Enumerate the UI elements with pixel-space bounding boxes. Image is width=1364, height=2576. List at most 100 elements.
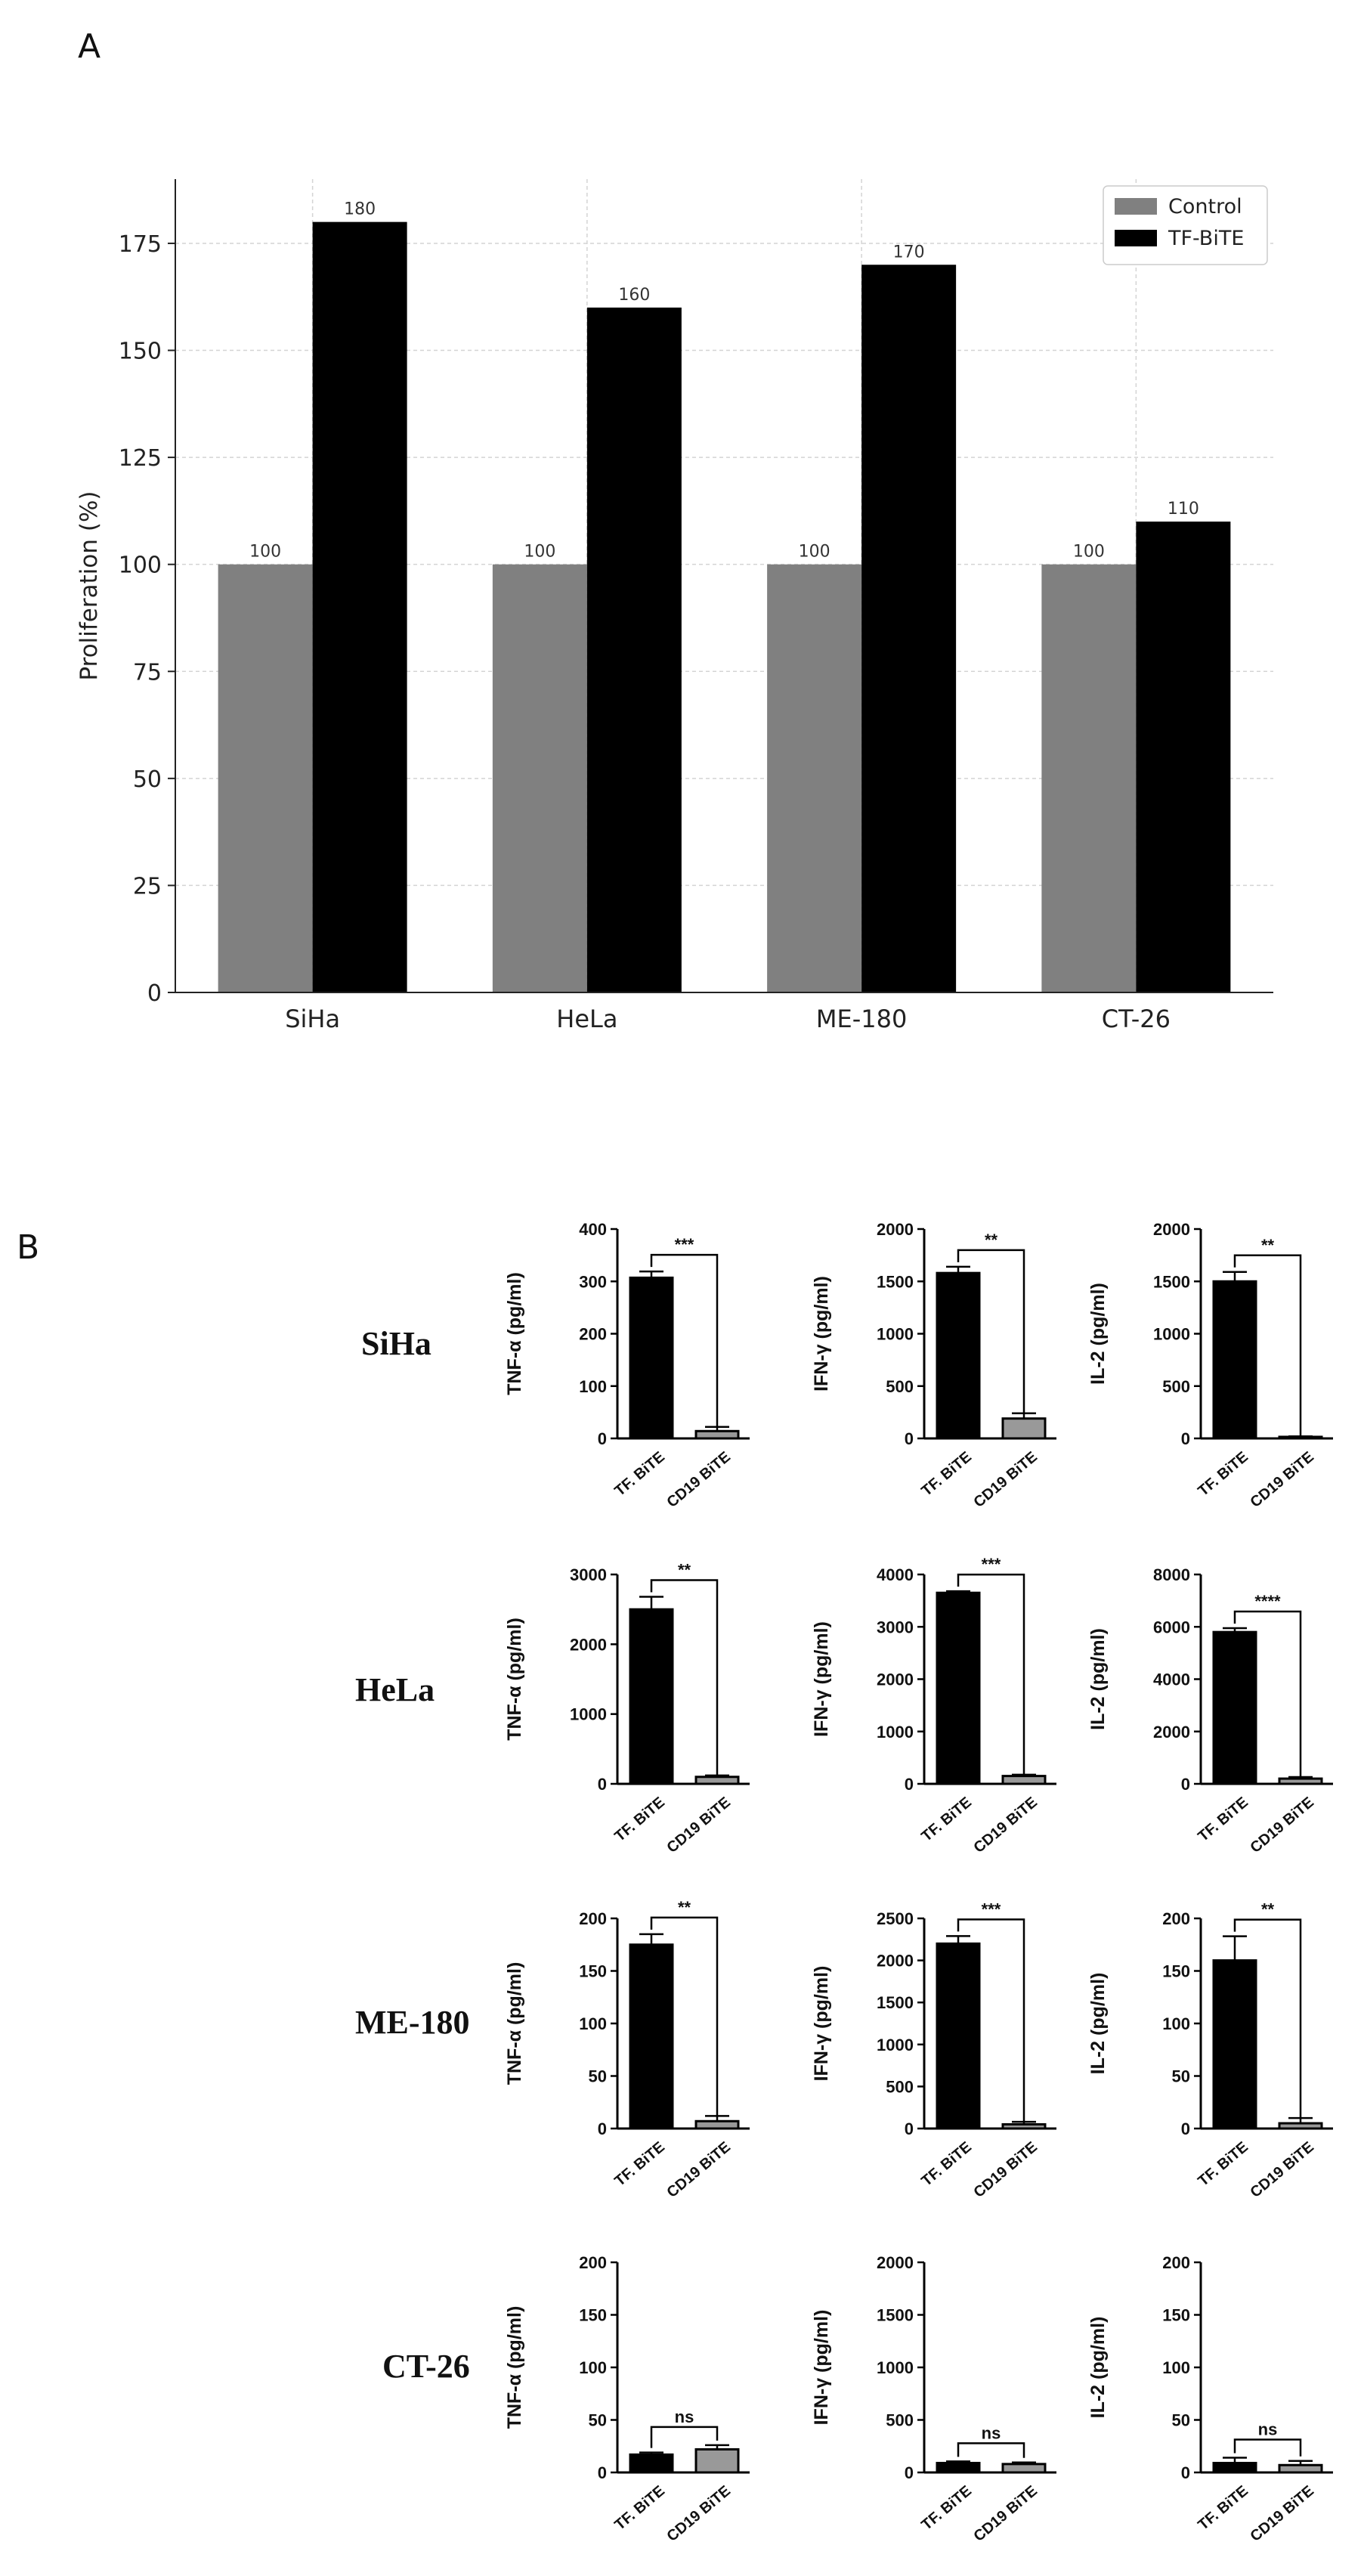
cytokine-chart-ct-26-tnf: 050100150200TNF-α (pg/ml)TF. BiTECD19 Bi… xyxy=(504,2253,750,2545)
y-tick-label: 2000 xyxy=(1153,1723,1190,1742)
y-tick-label: 0 xyxy=(1181,1429,1190,1448)
significance-bracket xyxy=(958,2443,1024,2457)
y-tick-label: 0 xyxy=(1181,1775,1190,1794)
y-axis-label: IFN-γ (pg/ml) xyxy=(811,1966,832,2082)
y-tick-label: 0 xyxy=(905,1775,914,1794)
y-axis-label: IL-2 (pg/ml) xyxy=(1087,1973,1109,2075)
y-tick-label: 500 xyxy=(1162,1377,1190,1396)
y-tick-label: 1000 xyxy=(877,2036,914,2054)
bar-tf-bite xyxy=(630,1277,673,1438)
y-tick-label: 1500 xyxy=(877,1272,914,1291)
cytokine-bar-charts: 0100200300400TNF-α (pg/ml)TF. BiTECD19 B… xyxy=(0,0,1364,2576)
y-tick-label: 3000 xyxy=(877,1618,914,1636)
significance-label: *** xyxy=(675,1235,694,1254)
y-tick-label: 1500 xyxy=(877,1993,914,2012)
x-tick-label: TF. BiTE xyxy=(1195,2482,1251,2534)
row-label-ct-26: CT-26 xyxy=(382,2347,470,2386)
y-tick-label: 3000 xyxy=(570,1565,607,1584)
y-tick-label: 2500 xyxy=(877,1909,914,1928)
significance-label: *** xyxy=(982,1899,1001,1918)
bar-cd19-bite xyxy=(1279,2465,1322,2472)
y-tick-label: 200 xyxy=(579,1909,607,1928)
x-tick-label: CD19 BiTE xyxy=(970,1794,1040,1856)
y-tick-label: 50 xyxy=(589,2411,607,2430)
bar-cd19-bite xyxy=(696,1431,738,1438)
bar-tf-bite xyxy=(630,1609,673,1784)
x-tick-label: CD19 BiTE xyxy=(663,2138,733,2201)
bar-cd19-bite xyxy=(696,1777,738,1784)
bar-tf-bite xyxy=(937,1593,979,1784)
y-tick-label: 500 xyxy=(886,1377,914,1396)
bar-cd19-bite xyxy=(696,2449,738,2472)
y-axis-label: TNF-α (pg/ml) xyxy=(504,2306,525,2429)
y-tick-label: 2000 xyxy=(570,1635,607,1654)
y-axis-label: IL-2 (pg/ml) xyxy=(1087,1283,1109,1385)
y-tick-label: 150 xyxy=(579,1962,607,1981)
y-tick-label: 200 xyxy=(1162,1909,1190,1928)
x-tick-label: CD19 BiTE xyxy=(663,1448,733,1511)
y-axis-label: IFN-γ (pg/ml) xyxy=(811,2310,832,2426)
y-tick-label: 50 xyxy=(1172,2067,1190,2086)
y-tick-label: 0 xyxy=(598,2119,607,2138)
bar-tf-bite xyxy=(937,1943,979,2129)
cytokine-chart-hela-tnf: 0100020003000TNF-α (pg/ml)TF. BiTECD19 B… xyxy=(504,1561,750,1856)
cytokine-chart-ct-26-ifn: 0500100015002000IFN-γ (pg/ml)TF. BiTECD1… xyxy=(811,2253,1056,2545)
cytokine-chart-siha-il-2: 0 500 1000 1500 2000 IL-2 (pg/ml) TF. BiTECD19… xyxy=(1087,1220,1333,1511)
y-tick-label: 50 xyxy=(1172,2411,1190,2430)
y-axis-label: IFN-γ (pg/ml) xyxy=(811,1276,832,1392)
x-tick-label: TF. BiTE xyxy=(918,2138,975,2190)
y-tick-label: 0 xyxy=(1181,2119,1190,2138)
y-tick-label: 0 xyxy=(905,2119,914,2138)
x-tick-label: CD19 BiTE xyxy=(663,1794,733,1856)
y-tick-label: 500 xyxy=(886,2411,914,2430)
significance-label: ** xyxy=(985,1231,998,1249)
bar-cd19-bite xyxy=(1003,1419,1045,1438)
x-tick-label: TF. BiTE xyxy=(611,1448,668,1500)
y-tick-label: 50 xyxy=(589,2067,607,2086)
y-tick-label: 1000 xyxy=(877,1325,914,1344)
significance-label: ** xyxy=(678,1898,691,1917)
y-tick-label: 1000 xyxy=(877,2358,914,2377)
x-tick-label: CD19 BiTE xyxy=(970,2138,1040,2201)
x-tick-label: TF. BiTE xyxy=(1195,2138,1251,2190)
bar-tf-bite xyxy=(1214,1281,1256,1438)
y-tick-label: 200 xyxy=(579,1325,607,1344)
x-tick-label: CD19 BiTE xyxy=(1247,2138,1316,2201)
y-tick-label: 150 xyxy=(1162,2306,1190,2325)
y-tick-label: 1500 xyxy=(877,2306,914,2325)
y-tick-label: 0 xyxy=(905,1429,914,1448)
y-axis-label: IFN-γ (pg/ml) xyxy=(811,1621,832,1737)
y-tick-label: 0 xyxy=(598,1429,607,1448)
cytokine-chart-hela-ifn: 0 1000 2000 3000 4000 IFN-γ (pg/ml) TF. BiTECD… xyxy=(811,1555,1056,1856)
x-tick-label: TF. BiTE xyxy=(1195,1794,1251,1845)
bar-cd19-bite xyxy=(1279,2123,1322,2129)
x-tick-label: TF. BiTE xyxy=(611,2482,668,2534)
y-tick-label: 1000 xyxy=(1153,1325,1190,1344)
y-tick-label: 100 xyxy=(1162,2014,1190,2033)
x-tick-label: CD19 BiTE xyxy=(970,2482,1040,2545)
x-tick-label: CD19 BiTE xyxy=(1247,1448,1316,1511)
bar-tf-bite xyxy=(1214,1632,1256,1784)
significance-label: ns xyxy=(1258,2420,1278,2439)
significance-label: ** xyxy=(1261,1236,1275,1255)
y-axis-label: TNF-α (pg/ml) xyxy=(504,1618,525,1741)
x-tick-label: TF. BiTE xyxy=(918,1794,975,1845)
bar-cd19-bite xyxy=(696,2121,738,2129)
y-tick-label: 2000 xyxy=(877,2253,914,2272)
y-axis-label: IL-2 (pg/ml) xyxy=(1087,2317,1109,2419)
x-tick-label: TF. BiTE xyxy=(611,1794,668,1845)
y-tick-label: 300 xyxy=(579,1272,607,1291)
bar-cd19-bite xyxy=(1003,1776,1045,1784)
significance-label: ns xyxy=(982,2423,1001,2442)
row-label-hela: HeLa xyxy=(355,1670,435,1709)
significance-label: **** xyxy=(1254,1592,1281,1611)
y-tick-label: 2000 xyxy=(877,1952,914,1971)
y-axis-label: TNF-α (pg/ml) xyxy=(504,1962,525,2085)
y-tick-label: 8000 xyxy=(1153,1565,1190,1584)
significance-bracket xyxy=(1235,2440,1301,2457)
y-axis-label: TNF-α (pg/ml) xyxy=(504,1272,525,1395)
x-tick-label: TF. BiTE xyxy=(918,1448,975,1500)
x-tick-label: CD19 BiTE xyxy=(663,2482,733,2545)
